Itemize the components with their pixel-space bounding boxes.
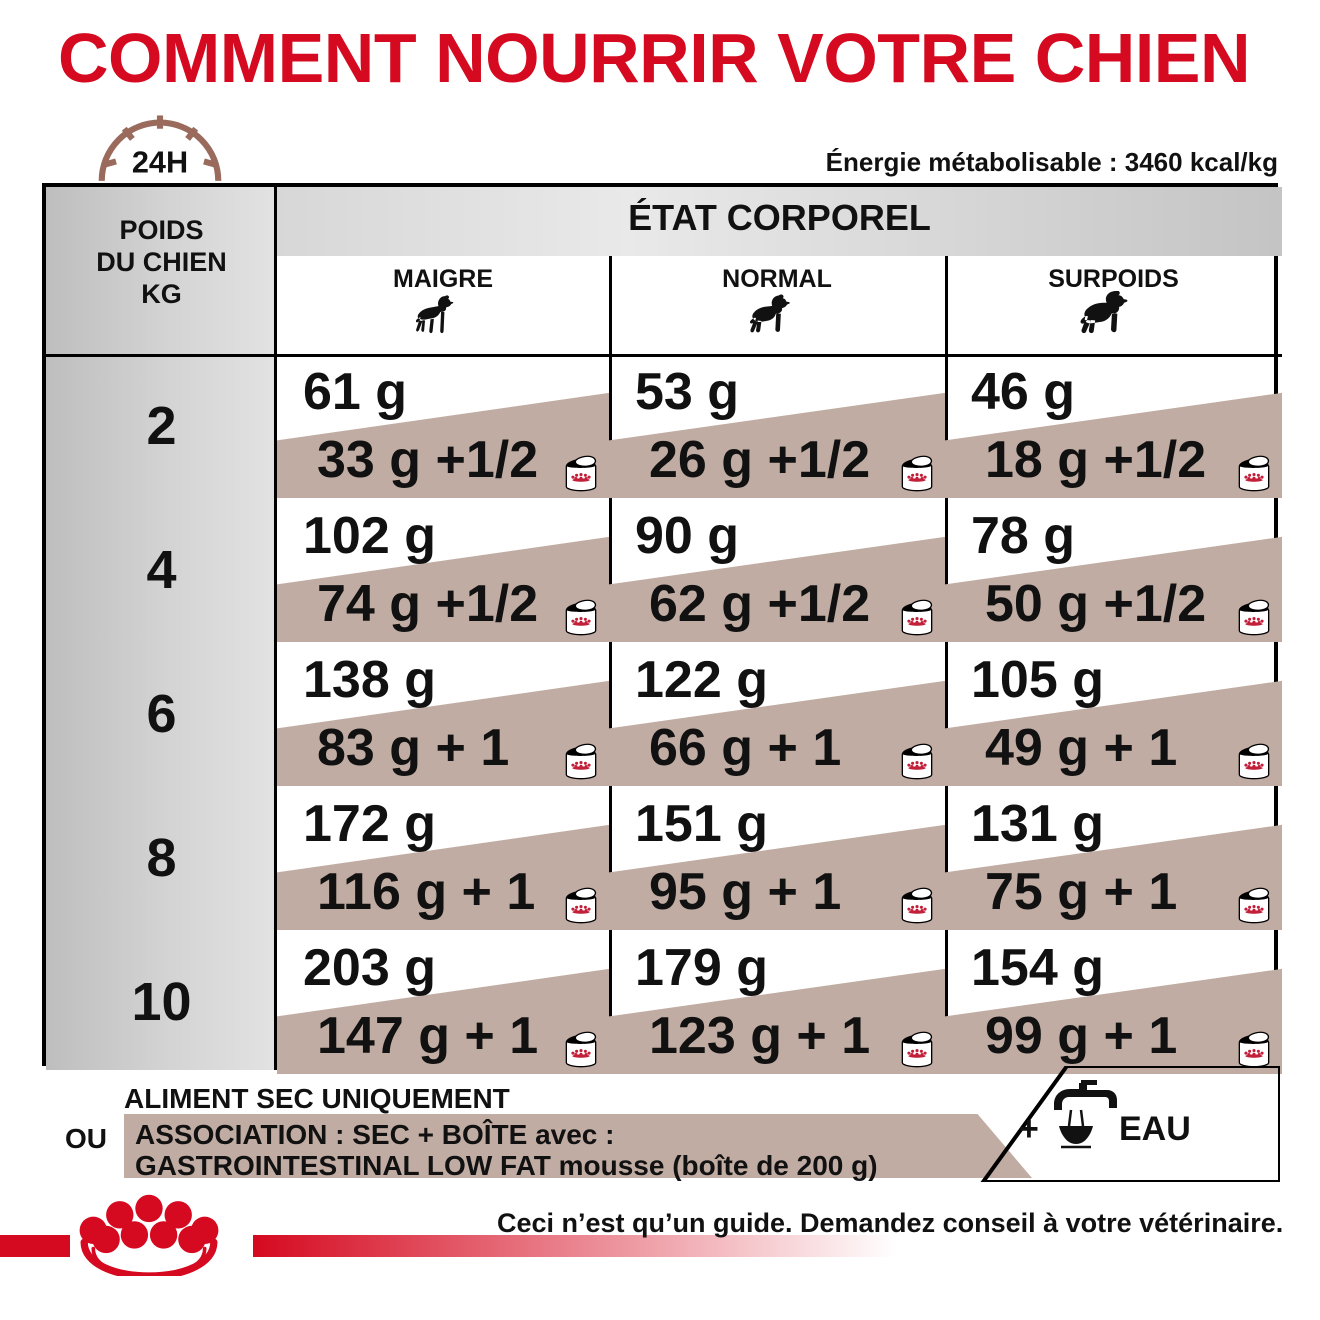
svg-text:EAU: EAU <box>1119 1110 1191 1148</box>
svg-text:+: + <box>1019 1110 1039 1148</box>
svg-text:24H: 24H <box>132 146 188 180</box>
